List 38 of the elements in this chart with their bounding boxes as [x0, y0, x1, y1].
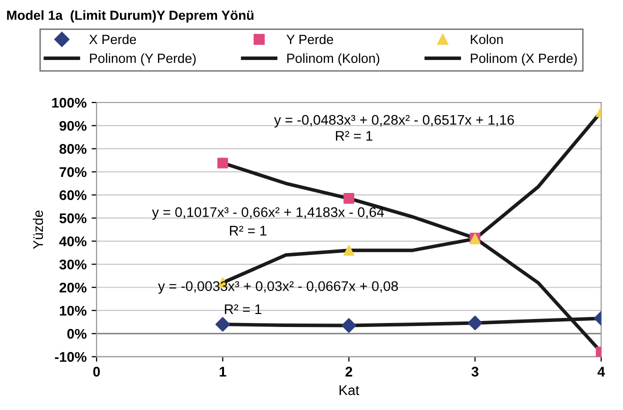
- chart-title: Model 1a (Limit Durum)Y Deprem Yönü: [7, 10, 254, 23]
- y-axis-title: Yüzde: [32, 210, 44, 249]
- legend-label: Kolon: [470, 34, 503, 44]
- y-tick-label: 80%: [59, 144, 86, 154]
- x-tick-label: 3: [471, 366, 478, 377]
- y-tick-label: 100%: [52, 98, 86, 108]
- x-tick-label: 0: [93, 366, 100, 377]
- point: [468, 316, 482, 330]
- y-tick-label: 70%: [60, 167, 86, 177]
- y-tick-label: 30%: [59, 260, 86, 270]
- y-tick-label: 0%: [67, 328, 86, 339]
- annotation: y = -0,0483x³ + 0,28x² - 0,6517x + 1,16: [274, 114, 514, 128]
- annotation: y = -0,0033x³ + 0,03x² - 0,0667x + 0,08: [158, 281, 398, 294]
- x-tick-label: 2: [346, 366, 352, 376]
- point: [342, 318, 356, 333]
- legend-label: X Perde: [89, 34, 136, 44]
- legend-label: Polinom (X Perde): [470, 53, 577, 66]
- annotation: R² = 1: [224, 304, 262, 314]
- y-tick-label: 20%: [60, 282, 86, 293]
- y-tick-label: 40%: [59, 236, 86, 246]
- point: [217, 158, 228, 168]
- point: [344, 245, 354, 256]
- y-tick-label: -10%: [54, 352, 86, 362]
- x-tick-label: 1: [220, 366, 226, 376]
- y-tick-label: 50%: [59, 213, 86, 224]
- annotation: R² = 1: [336, 131, 372, 141]
- legend-label: Y Perde: [286, 34, 334, 44]
- point: [344, 193, 354, 204]
- point: [215, 317, 230, 332]
- annotation: R² = 1: [230, 226, 266, 236]
- annotation: y = 0,1017x³ - 0,66x² + 1,4183x - 0,64: [152, 207, 384, 220]
- x-axis-title: Kat: [340, 385, 360, 396]
- y-tick-label: 10%: [60, 306, 86, 316]
- legend-label: Polinom (Kolon): [287, 53, 380, 66]
- y-tick-label: 60%: [60, 190, 86, 200]
- legend-label: Polinom (Y Perde): [90, 53, 196, 66]
- x-tick-label: 4: [598, 366, 605, 376]
- y-tick-label: 90%: [60, 120, 86, 131]
